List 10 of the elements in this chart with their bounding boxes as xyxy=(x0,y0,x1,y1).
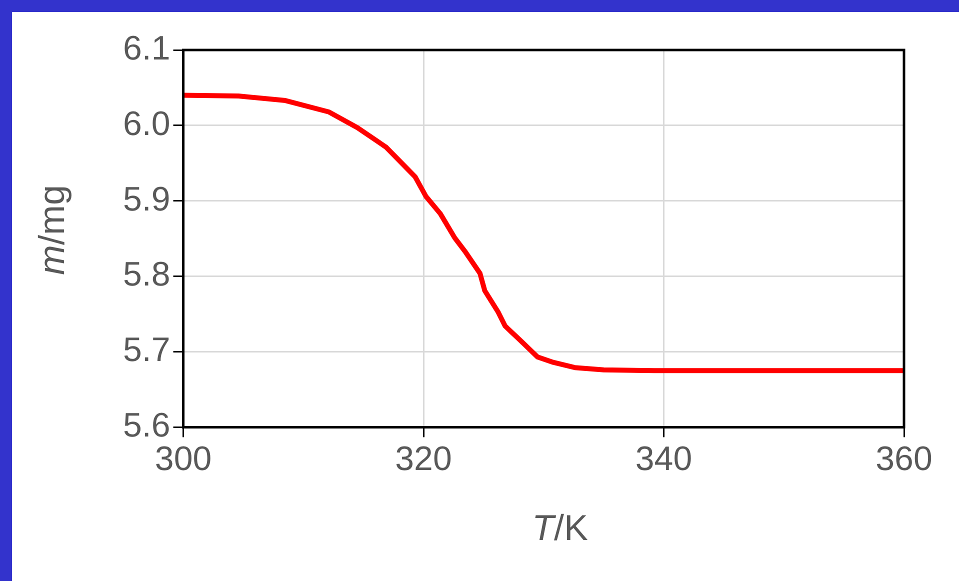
y-axis-title: m/mg xyxy=(31,184,73,276)
y-tick-label: 5.8 xyxy=(123,256,170,294)
x-tick-label: 340 xyxy=(635,440,692,478)
y-tick-label: 5.7 xyxy=(123,331,170,370)
y-tick-label: 5.9 xyxy=(123,180,170,218)
x-axis-title: T/K xyxy=(532,507,588,549)
x-tick-label: 360 xyxy=(876,440,932,478)
y-tick-label: 6.1 xyxy=(123,29,170,68)
y-tick-label: 6.0 xyxy=(123,104,170,143)
x-tick-label: 320 xyxy=(395,440,452,478)
